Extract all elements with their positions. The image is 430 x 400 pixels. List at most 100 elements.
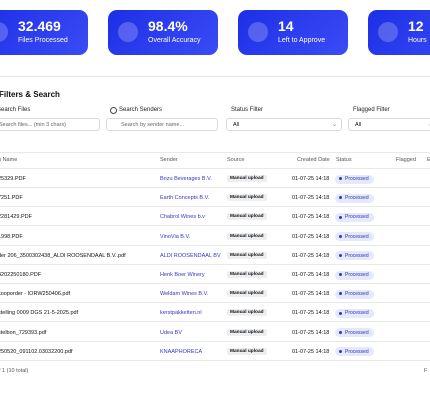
status-dot	[339, 215, 342, 219]
column-header: Status	[336, 157, 352, 163]
stat-icon	[0, 22, 8, 42]
sender-link[interactable]: Weldam Wines B.V.	[160, 291, 209, 298]
status-pill: Processed	[335, 174, 374, 184]
sender-link[interactable]: Chabrol Wines b.v	[160, 214, 205, 221]
created-date: 01-07-25 14:18	[292, 176, 330, 182]
filter-label: Search Files	[0, 107, 31, 113]
status-text: Processed	[345, 329, 369, 336]
row-border	[0, 283, 430, 284]
stat-icon	[378, 22, 398, 42]
created-date: 01-07-25 14:18	[292, 291, 330, 298]
stat-value: 12	[408, 18, 424, 34]
source-badge: Manual upload	[227, 232, 267, 240]
status-dot	[339, 349, 342, 353]
stat-label: Files Processed	[18, 37, 68, 44]
file-name: 2281429.PDF	[0, 214, 32, 221]
users-icon	[110, 107, 117, 114]
row-border	[0, 359, 430, 361]
stat-icon	[248, 22, 268, 42]
pagination-text: f 1 (10 total)	[0, 368, 29, 374]
file-name: 7251.PDF	[0, 195, 23, 202]
status-dot	[339, 196, 342, 200]
source-badge: Manual upload	[227, 290, 267, 298]
created-date: 01-07-25 14:18	[292, 329, 330, 336]
divider	[0, 76, 430, 77]
sender-link[interactable]: KNAAPHORECA	[160, 348, 203, 355]
source-badge: Manual upload	[227, 309, 267, 317]
column-header: Flagged	[396, 157, 416, 163]
source-badge: Manual upload	[227, 271, 267, 278]
file-name: kooporder - IORW250406.pdf	[0, 291, 71, 298]
status-pill: Processed	[335, 212, 374, 222]
row-border	[0, 244, 430, 246]
status-text: Processed	[345, 291, 369, 298]
sender-link[interactable]: kerstpakketten.nl	[160, 310, 202, 317]
chevron: ⌄	[332, 122, 338, 128]
row-border	[0, 302, 430, 304]
status-dot	[339, 292, 342, 296]
sender-link[interactable]: Henk Boer Winery	[160, 272, 205, 278]
file-name: 25329.PDF	[0, 176, 26, 182]
status-text: Processed	[345, 214, 369, 221]
row-border	[0, 187, 430, 188]
row-border	[0, 225, 430, 227]
file-name: stelling 0009 DGS 21-5-2025.pdf	[0, 310, 79, 317]
stat-label: Left to Approve	[278, 37, 326, 44]
select[interactable]: All	[348, 118, 430, 131]
column-header: Sender	[160, 157, 178, 163]
source-badge: Manual upload	[227, 251, 267, 259]
stat-card: 14 Left to Approve	[238, 10, 348, 55]
stat-value: 32.469	[18, 18, 61, 34]
status-pill: Processed	[335, 308, 374, 318]
file-name: stelbon_729393.pdf	[0, 329, 47, 336]
row-border	[0, 263, 430, 265]
created-date: 01-07-25 14:18	[292, 272, 330, 278]
pagination-button[interactable]: F	[424, 368, 428, 374]
row-border	[0, 321, 430, 323]
stat-value: 98.4%	[148, 18, 188, 34]
source-badge: Manual upload	[227, 328, 267, 336]
status-text: Processed	[345, 195, 369, 202]
file-name: 4202250180.PDF	[0, 272, 42, 278]
status-dot	[339, 234, 342, 238]
row-border	[0, 206, 430, 208]
status-text: Processed	[345, 176, 369, 182]
status-dot	[339, 253, 342, 257]
created-date: 01-07-25 14:18	[292, 214, 330, 221]
sender-link[interactable]: Udea BV	[160, 329, 183, 336]
sender-link[interactable]: VinoVia B.V.	[160, 233, 191, 240]
sender-link[interactable]: Earth Concepts B.V.	[160, 195, 210, 202]
text-input[interactable]: Search files... (min 3 chars)	[0, 118, 100, 131]
status-text: Processed	[345, 252, 369, 259]
status-pill: Processed	[335, 328, 374, 338]
source-badge: Manual upload	[227, 213, 267, 221]
status-pill: Processed	[335, 193, 374, 203]
row-border	[0, 340, 430, 342]
column-header: n Name	[0, 157, 18, 163]
sender-link[interactable]: Bozu Beverages B.V.	[160, 176, 212, 182]
stat-card: 98.4% Overall Accuracy	[108, 10, 218, 55]
created-date: 01-07-25 14:18	[292, 310, 330, 317]
created-date: 01-07-25 14:18	[292, 233, 330, 240]
filter-label: Flagged Filter	[353, 107, 390, 113]
status-pill: Processed	[335, 232, 374, 242]
filter-label: Search Senders	[119, 107, 163, 113]
source-badge: Manual upload	[227, 194, 267, 202]
column-header: E	[427, 157, 430, 163]
chevron: ⌄	[428, 121, 430, 128]
status-dot	[339, 330, 342, 334]
file-name: der 206_3500302438_ALDI ROOSENDAAL B.V..…	[0, 252, 126, 259]
stat-card: 32.469 Files Processed	[0, 10, 88, 55]
table-top-border	[0, 152, 430, 153]
stat-card: 12 Hours	[368, 10, 430, 55]
sender-link[interactable]: ALDI ROOSENDAAL BV	[160, 252, 221, 259]
text-input[interactable]: Search by sender name...	[106, 118, 218, 131]
status-text: Processed	[345, 233, 369, 240]
table-header-border	[0, 168, 430, 169]
filter-label: Status Filter	[231, 107, 264, 113]
section-title: Filters & Search	[0, 90, 60, 99]
select[interactable]: All	[226, 118, 342, 131]
status-pill: Processed	[335, 251, 374, 261]
source-badge: Manual upload	[227, 175, 267, 182]
